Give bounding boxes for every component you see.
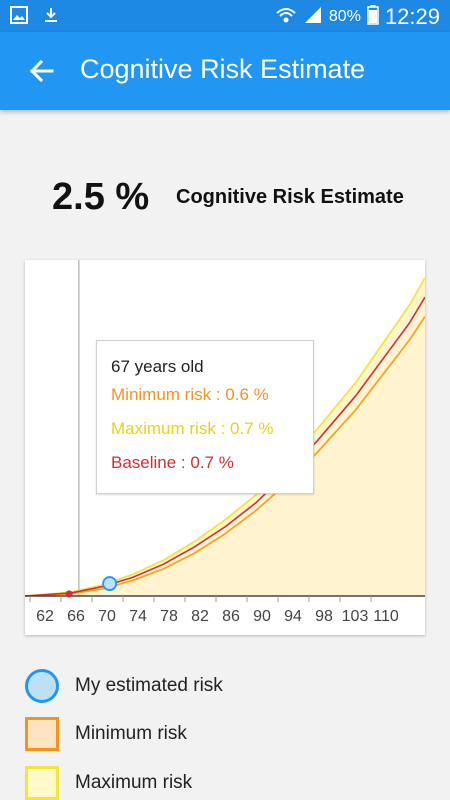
chart-tooltip: 67 years old Minimum risk : 0.6 % Maximu… [96, 340, 314, 494]
x-tick-label: 82 [191, 608, 209, 625]
risk-label: Cognitive Risk Estimate [176, 186, 404, 208]
tooltip-baseline: Baseline : 0.7 % [111, 453, 234, 472]
tooltip-max: Maximum risk : 0.7 % [111, 419, 274, 438]
x-tick-label: 62 [36, 608, 54, 625]
legend-square-icon [25, 766, 59, 800]
legend-item-min-risk: Minimum risk [25, 717, 187, 751]
page-title: Cognitive Risk Estimate [80, 54, 366, 84]
legend-circle-icon [25, 669, 59, 703]
legend-item-my-risk: My estimated risk [25, 669, 223, 703]
battery-icon [367, 4, 379, 30]
series-line-baseline [24, 296, 426, 597]
clock: 12:29 [384, 4, 440, 29]
x-tick-label: 94 [284, 608, 302, 625]
download-icon [42, 6, 60, 29]
x-tick-label: 74 [129, 608, 147, 625]
legend-square-icon [25, 717, 59, 751]
back-button[interactable] [22, 56, 58, 86]
gallery-icon [10, 6, 28, 29]
x-tick-label: 70 [98, 608, 116, 625]
tooltip-age: 67 years old [111, 357, 204, 376]
legend-label: My estimated risk [75, 675, 223, 696]
series-line-maximum-risk [24, 277, 426, 597]
risk-value: 2.5 % [52, 176, 150, 218]
status-bar: 80% 12:29 [0, 0, 450, 32]
risk-area-fill [25, 277, 425, 596]
baseline-marker [65, 590, 73, 598]
app-bar: Cognitive Risk Estimate [0, 32, 450, 110]
x-tick-label: 98 [315, 608, 333, 625]
risk-chart[interactable]: 62 66 70 74 78 82 86 90 94 98 103 110 [24, 260, 426, 635]
x-tick-label: 66 [67, 608, 85, 625]
legend-item-max-risk: Maximum risk [25, 766, 192, 800]
x-tick-label: 78 [160, 608, 178, 625]
legend-label: Minimum risk [75, 723, 187, 744]
x-tick-label: 110 [373, 608, 399, 625]
x-tick-label: 90 [253, 608, 271, 625]
arrow-left-icon [29, 59, 54, 83]
wifi-icon [275, 6, 297, 29]
series-line-minimum-risk [24, 316, 426, 597]
signal-icon [303, 6, 323, 29]
x-tick-label: 86 [222, 608, 240, 625]
my-risk-marker [102, 576, 118, 591]
legend-label: Maximum risk [75, 772, 193, 793]
x-tick-label: 103 [342, 608, 369, 625]
risk-summary: 2.5 % Cognitive Risk Estimate [0, 170, 450, 230]
battery-text: 80% [328, 8, 361, 25]
tooltip-min: Minimum risk : 0.6 % [111, 385, 269, 404]
